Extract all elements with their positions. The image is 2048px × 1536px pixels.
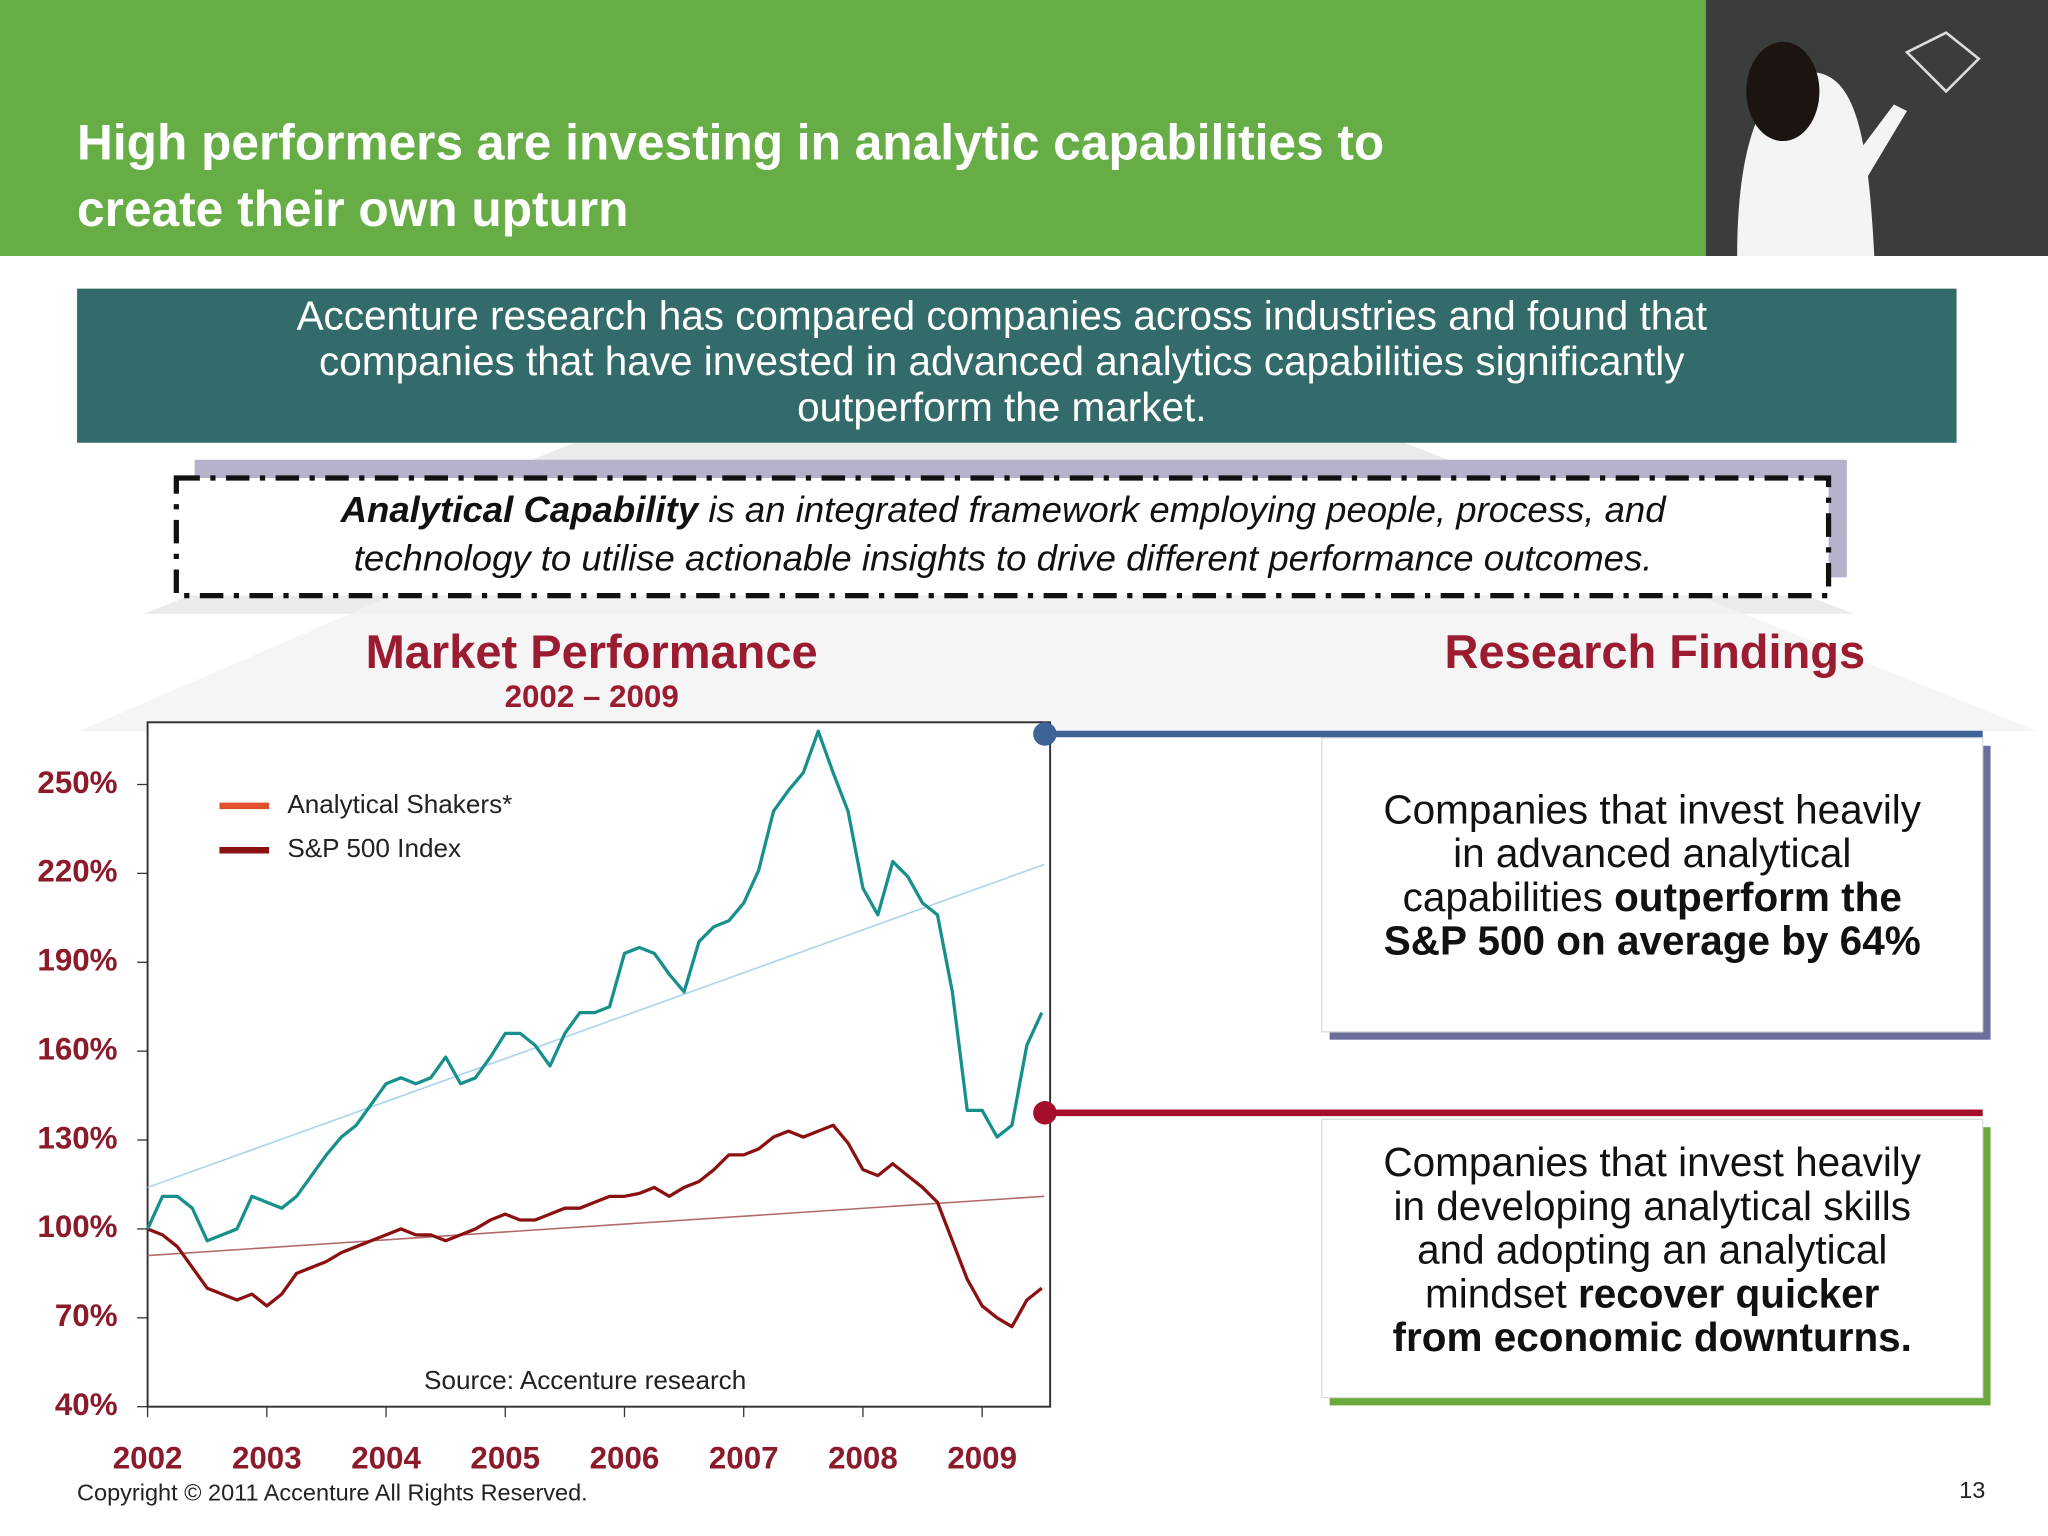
- text-segment: recover quicker: [1578, 1270, 1880, 1316]
- text-line: Companies that invest heavily: [1383, 786, 1921, 832]
- series-line: [146, 1123, 1043, 1329]
- trend-line: [147, 863, 1045, 1189]
- text-segment: Companies that invest heavily: [1383, 1139, 1921, 1185]
- finding-box: [1321, 737, 1984, 1033]
- y-tick-label: 40%: [55, 1387, 118, 1422]
- y-tick-label: 160%: [37, 1031, 117, 1066]
- connector-dot: [1033, 722, 1057, 746]
- text-segment: outperform the: [1614, 874, 1902, 920]
- y-tick-label: 250%: [37, 765, 117, 800]
- definition-box: [173, 475, 1832, 599]
- copyright: Copyright © 2011 Accenture All Rights Re…: [77, 1479, 588, 1505]
- title-line: create their own upturn: [77, 181, 628, 237]
- x-tick-label: 2007: [709, 1441, 779, 1476]
- text-segment: S&P 500 on average by 64%: [1384, 917, 1921, 963]
- x-tick-label: 2009: [947, 1441, 1017, 1476]
- text-line: in advanced analytical: [1453, 830, 1851, 876]
- intro-box: [77, 288, 1957, 443]
- connector-dot: [1033, 1101, 1057, 1125]
- title-line: High performers are investing in analyti…: [77, 114, 1384, 170]
- header-band: [0, 0, 1706, 256]
- y-tick-label: 130%: [37, 1120, 117, 1155]
- x-tick-label: 2002: [113, 1441, 183, 1476]
- x-tick-label: 2008: [828, 1441, 898, 1476]
- page-number: 13: [1959, 1477, 1985, 1503]
- text-segment: in developing analytical skills: [1394, 1183, 1911, 1229]
- text-segment: mindset: [1425, 1270, 1578, 1316]
- x-tick-label: 2006: [590, 1441, 660, 1476]
- chart-title: Market Performance: [366, 625, 818, 678]
- text-line: mindset recover quicker: [1425, 1270, 1880, 1316]
- text-segment: Analytical Capability: [340, 489, 700, 530]
- x-tick-label: 2005: [470, 1441, 540, 1476]
- text-line: S&P 500 on average by 64%: [1384, 917, 1921, 963]
- chart-subtitle: 2002 – 2009: [505, 679, 679, 714]
- text-line: and adopting an analytical: [1417, 1226, 1887, 1272]
- definition: Analytical Capability is an integrated f…: [340, 489, 1668, 578]
- text-segment: is an integrated framework employing peo…: [698, 489, 1667, 530]
- text-line: technology to utilise actionable insight…: [354, 537, 1653, 578]
- text-segment: technology to utilise actionable insight…: [354, 537, 1653, 578]
- text-segment: Companies that invest heavily: [1383, 786, 1921, 832]
- trend-line: [147, 1195, 1045, 1257]
- text-line: Analytical Capability is an integrated f…: [340, 489, 1668, 530]
- text-segment: from economic downturns.: [1393, 1314, 1912, 1360]
- intro-line: companies that have invested in advanced…: [319, 338, 1685, 384]
- plot-frame: [146, 721, 1052, 1408]
- x-tick-label: 2004: [351, 1441, 421, 1476]
- chart-source: Source: Accenture research: [424, 1365, 746, 1395]
- intro-line: Accenture research has compared companie…: [297, 292, 1707, 338]
- x-tick-label: 2003: [232, 1441, 302, 1476]
- text-line: from economic downturns.: [1393, 1314, 1912, 1360]
- text-segment: and adopting an analytical: [1417, 1226, 1887, 1272]
- legend-label: S&P 500 Index: [287, 833, 461, 863]
- y-tick-label: 190%: [37, 943, 117, 978]
- callout-shadow: [78, 595, 2038, 732]
- finding-box: [1321, 1118, 1984, 1399]
- text-line: capabilities outperform the: [1403, 874, 1902, 920]
- series-line: [146, 729, 1044, 1243]
- chart: 40% 70% 100% 130% 160% 190% 220% 250% 2002 2003 20…: [37, 729, 1045, 1476]
- y-tick-label: 70%: [55, 1298, 118, 1333]
- intro-line: outperform the market.: [797, 384, 1206, 430]
- text-line: Companies that invest heavily: [1383, 1139, 1921, 1185]
- findings-title: Research Findings: [1445, 625, 1866, 678]
- y-tick-label: 220%: [37, 854, 117, 889]
- y-tick-label: 100%: [37, 1209, 117, 1244]
- text-segment: in advanced analytical: [1453, 830, 1851, 876]
- text-segment: capabilities: [1403, 874, 1614, 920]
- header-photo: [1705, 0, 2048, 256]
- legend-label: Analytical Shakers*: [287, 789, 512, 819]
- text-line: in developing analytical skills: [1394, 1183, 1911, 1229]
